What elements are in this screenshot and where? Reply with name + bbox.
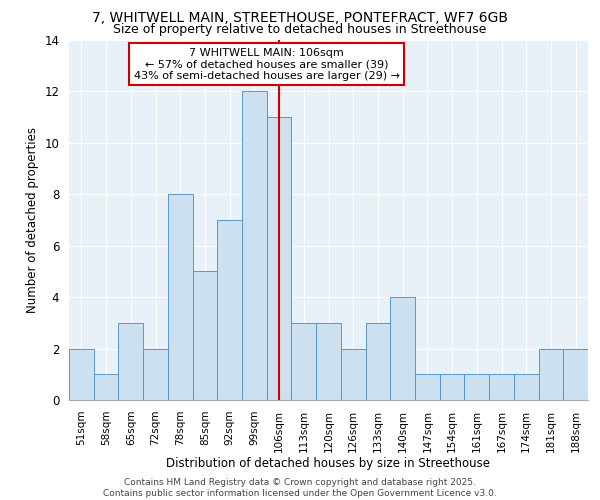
Bar [365,323,390,400]
Y-axis label: Number of detached properties: Number of detached properties [26,127,39,313]
Bar [464,374,489,400]
Bar [69,348,94,400]
Bar [415,374,440,400]
Text: Contains HM Land Registry data © Crown copyright and database right 2025.
Contai: Contains HM Land Registry data © Crown c… [103,478,497,498]
Bar [390,297,415,400]
Bar [168,194,193,400]
Bar [217,220,242,400]
X-axis label: Distribution of detached houses by size in Streethouse: Distribution of detached houses by size … [167,458,491,470]
Bar [193,272,217,400]
Bar [292,323,316,400]
Bar [267,117,292,400]
Bar [94,374,118,400]
Bar [489,374,514,400]
Bar [118,323,143,400]
Bar [539,348,563,400]
Text: Size of property relative to detached houses in Streethouse: Size of property relative to detached ho… [113,22,487,36]
Bar [143,348,168,400]
Bar [316,323,341,400]
Bar [563,348,588,400]
Text: 7, WHITWELL MAIN, STREETHOUSE, PONTEFRACT, WF7 6GB: 7, WHITWELL MAIN, STREETHOUSE, PONTEFRAC… [92,11,508,25]
Text: 7 WHITWELL MAIN: 106sqm
← 57% of detached houses are smaller (39)
43% of semi-de: 7 WHITWELL MAIN: 106sqm ← 57% of detache… [134,48,400,81]
Bar [341,348,365,400]
Bar [514,374,539,400]
Bar [242,92,267,400]
Bar [440,374,464,400]
